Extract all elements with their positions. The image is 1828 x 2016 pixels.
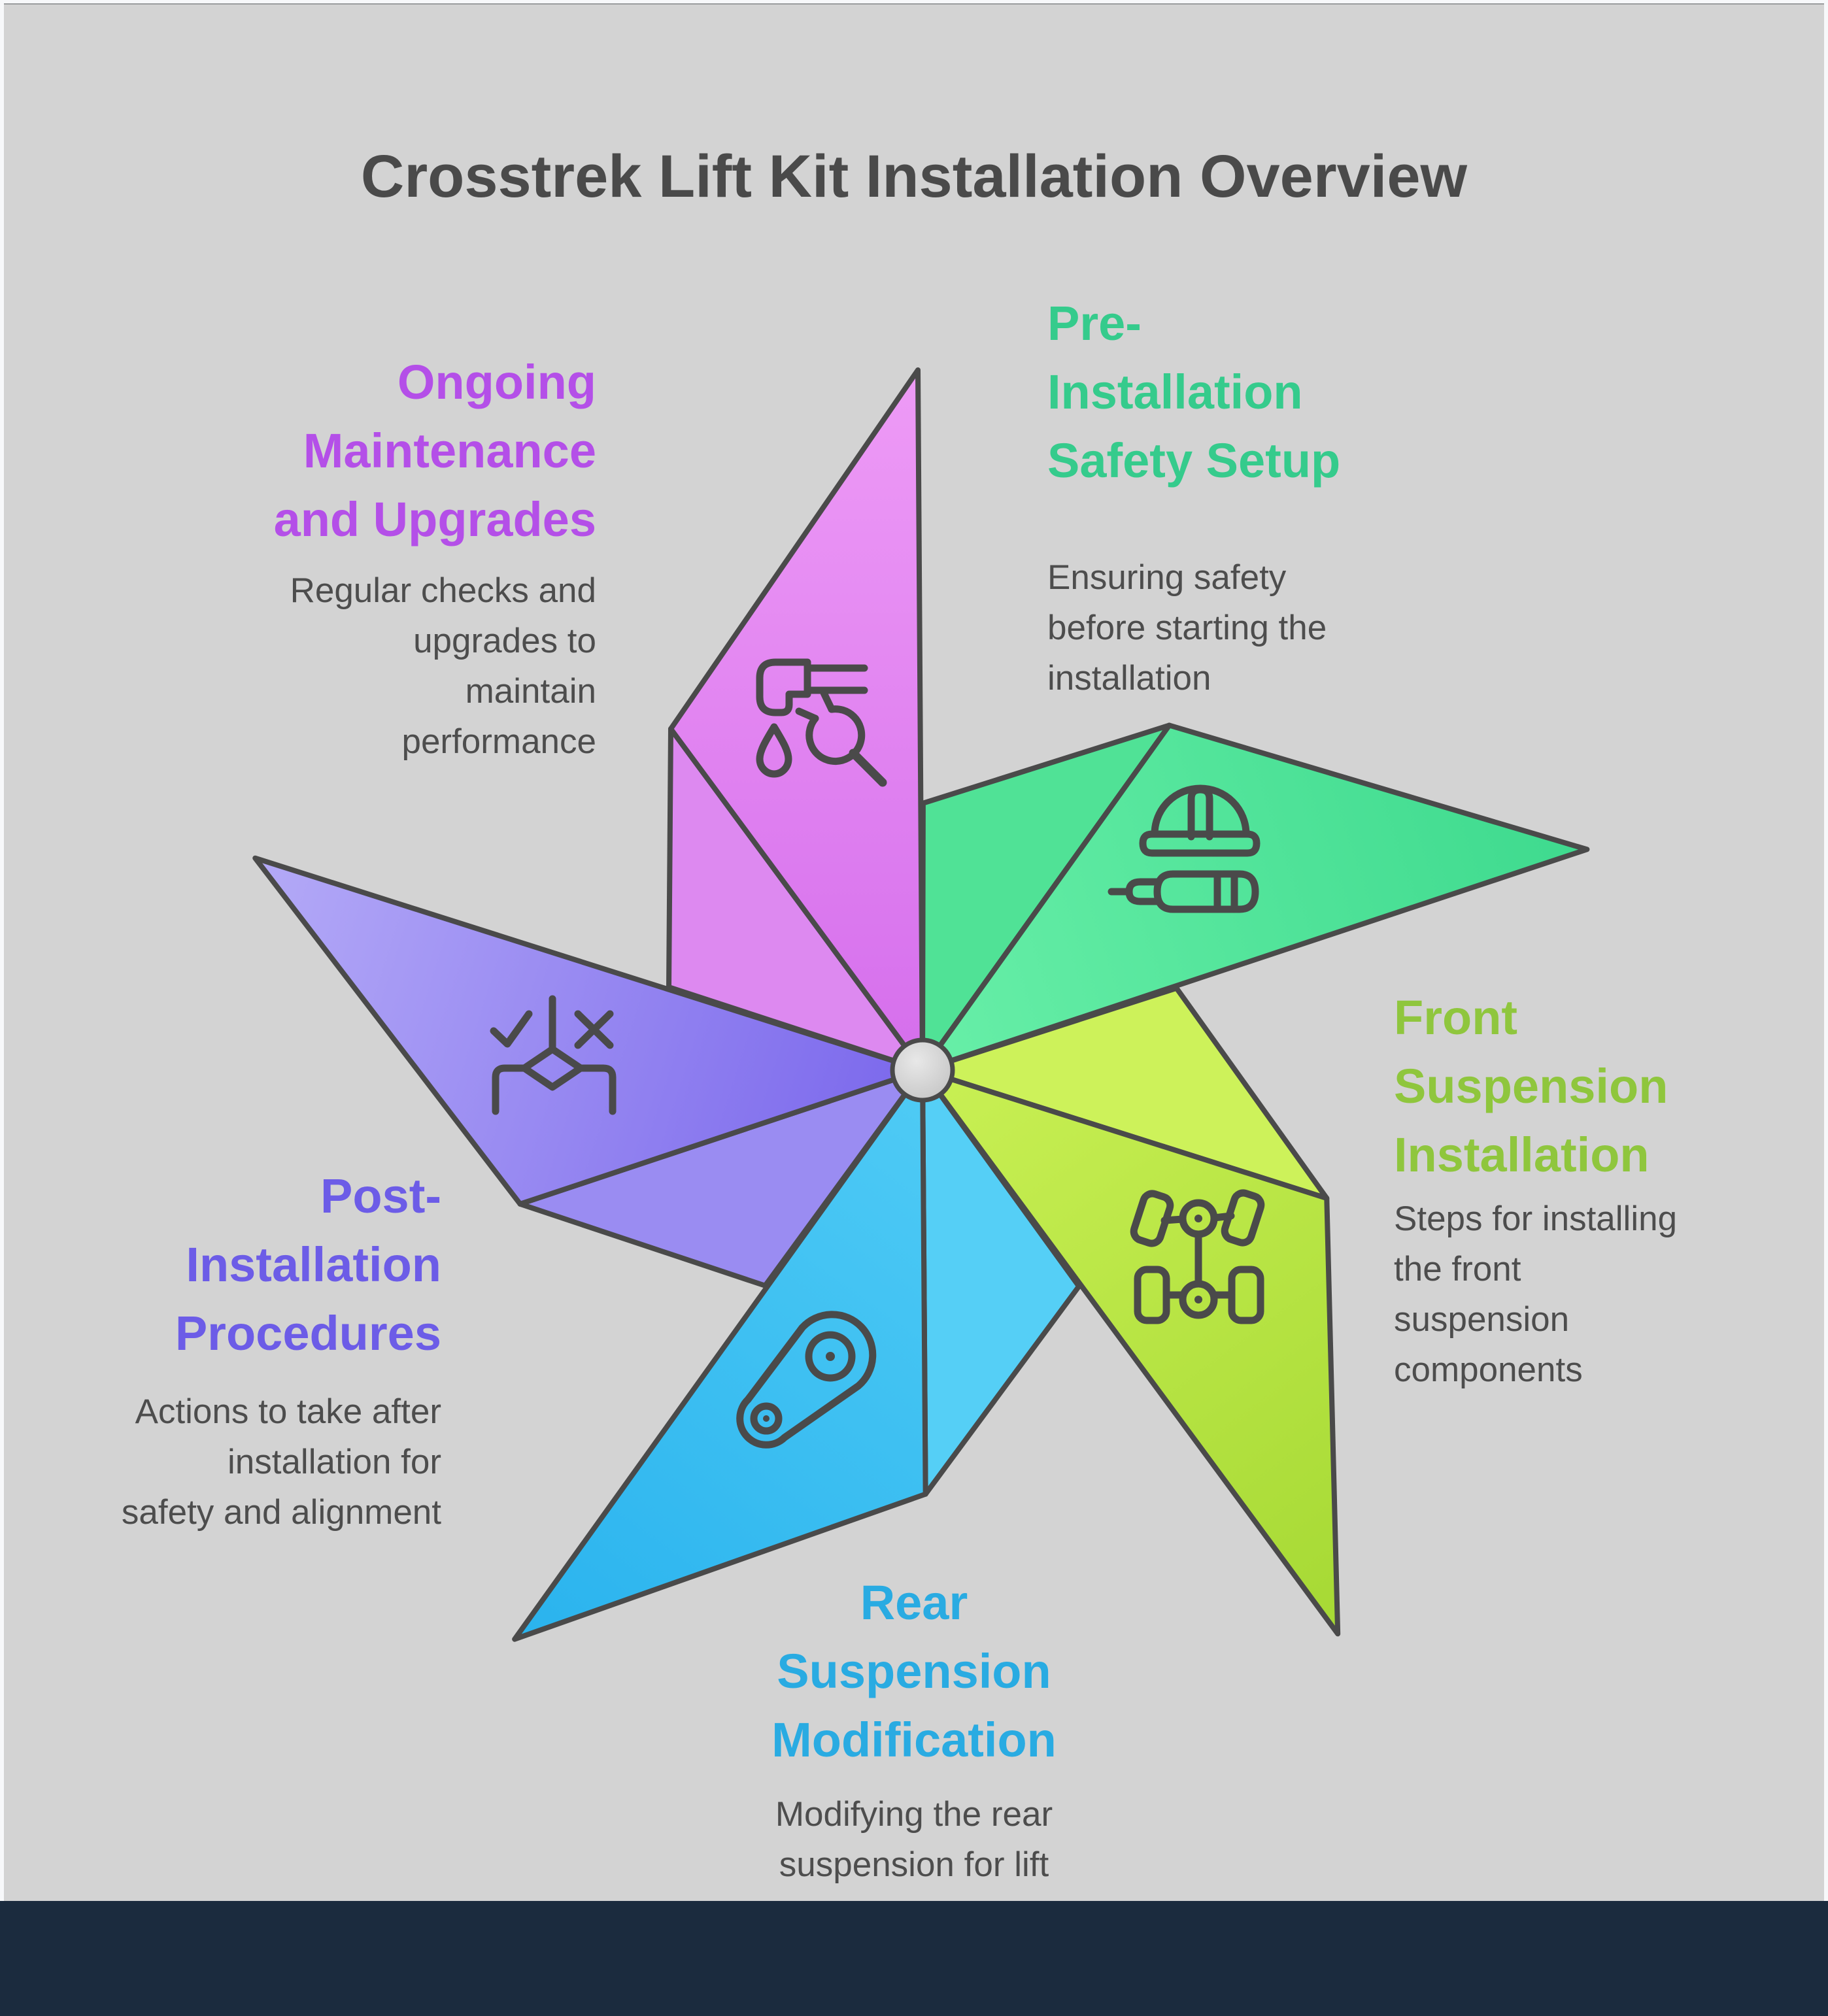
- desc-line: suspension: [1394, 1300, 1570, 1339]
- section-title-post-installation: Post- Installation Procedures: [175, 1162, 441, 1368]
- desc-line: maintain: [465, 672, 596, 711]
- desc-line: installation for: [227, 1443, 441, 1481]
- desc-line: safety and alignment: [121, 1493, 441, 1532]
- desc-line: Regular checks and: [290, 571, 596, 610]
- desc-line: performance: [401, 722, 596, 761]
- title-line: Installation: [1047, 365, 1303, 419]
- desc-line: installation: [1047, 659, 1211, 697]
- title-line: Installation: [186, 1237, 441, 1292]
- title-line: Procedures: [175, 1306, 441, 1360]
- title-line: and Upgrades: [273, 492, 596, 546]
- section-title-front-suspension: Front Suspension Installation: [1394, 983, 1668, 1189]
- title-line: Rear: [860, 1575, 968, 1630]
- section-desc-rear-suspension: Modifying the rear suspension for lift: [775, 1789, 1053, 1890]
- footer-bar: [0, 1901, 1828, 2016]
- title-line: Pre-: [1047, 296, 1142, 350]
- title-line: Maintenance: [303, 424, 596, 478]
- pinwheel-hub: [890, 1037, 955, 1103]
- section-desc-pre-installation: Ensuring safety before starting the inst…: [1047, 552, 1327, 703]
- section-title-ongoing-maintenance: Ongoing Maintenance and Upgrades: [274, 348, 596, 554]
- section-desc-front-suspension: Steps for installing the front suspensio…: [1394, 1194, 1677, 1395]
- vehicle-chassis-icon: [1130, 1189, 1265, 1324]
- title-line: Installation: [1394, 1128, 1650, 1182]
- desc-line: Actions to take after: [135, 1392, 441, 1431]
- desc-line: before starting the: [1047, 609, 1327, 647]
- title-line: Post-: [320, 1169, 441, 1223]
- title-line: Suspension: [777, 1644, 1051, 1698]
- blade-ongoing-maintenance: [666, 367, 925, 1073]
- oil-can-wrench-icon: [756, 658, 887, 787]
- belt-drive-icon: [736, 1311, 877, 1449]
- desc-line: suspension for lift: [779, 1845, 1049, 1884]
- desc-line: upgrades to: [413, 622, 596, 660]
- title-line: Ongoing: [397, 355, 596, 409]
- desc-line: Ensuring safety: [1047, 558, 1287, 597]
- alignment-check-icon: [490, 995, 617, 1115]
- desc-line: components: [1394, 1351, 1583, 1389]
- section-title-rear-suspension: Rear Suspension Modification: [771, 1568, 1057, 1774]
- title-line: Safety Setup: [1047, 433, 1341, 488]
- page-title: Crosstrek Lift Kit Installation Overview: [360, 143, 1468, 210]
- section-desc-post-installation: Actions to take after installation for s…: [122, 1386, 441, 1537]
- desc-line: the front: [1394, 1250, 1521, 1288]
- title-line: Modification: [771, 1713, 1057, 1767]
- title-line: Front: [1394, 990, 1518, 1045]
- hard-hat-blueprint-icon: [1108, 784, 1261, 913]
- section-title-pre-installation: Pre- Installation Safety Setup: [1047, 289, 1340, 495]
- blade-rear-suspension: [512, 1067, 1082, 1642]
- section-desc-ongoing-maintenance: Regular checks and upgrades to maintain …: [290, 565, 596, 767]
- desc-line: Modifying the rear: [775, 1795, 1053, 1834]
- title-line: Suspension: [1394, 1059, 1668, 1113]
- desc-line: Steps for installing: [1394, 1200, 1678, 1238]
